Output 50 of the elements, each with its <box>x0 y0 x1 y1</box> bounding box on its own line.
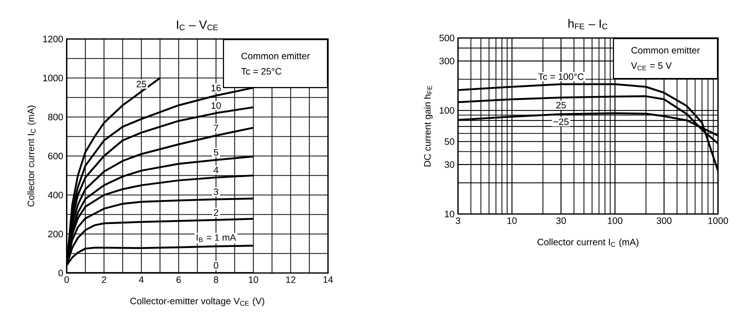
y-tick-label: 300 <box>439 58 454 64</box>
y-axis-title: Collector current I$_{C}$ (mA) <box>27 106 36 206</box>
chart-title: I$_{C}$ – V$_{CE}$ <box>176 20 218 30</box>
y-tick-label: 200 <box>48 230 63 238</box>
x-tick-label: 0 <box>64 276 69 283</box>
series-label: 7 <box>214 124 218 132</box>
series-label: 5 <box>214 149 218 156</box>
series-label: 10 <box>212 102 221 109</box>
x-axis-title: Collector-emitter voltage V$_{CE}$ (V) <box>130 297 264 306</box>
x-axis-title: Collector current I$_{C}$ (mA) <box>538 238 638 248</box>
y-tick-label: 400 <box>48 192 63 198</box>
x-tick-label: 2 <box>102 276 106 283</box>
series-label: 25 <box>136 80 146 88</box>
series-label: I$_{B}$ = 1 mA <box>196 234 236 242</box>
annotation: Tc = 25°C <box>241 68 282 75</box>
chart-title: h$_{FE}$ – I$_{C}$ <box>568 19 608 30</box>
y-tick-label: 100 <box>440 107 454 114</box>
y-tick-label: 10 <box>444 210 454 218</box>
series-label: Tc = 100°C <box>538 73 584 80</box>
x-tick-label: 1000 <box>708 217 728 224</box>
annotation: Common emitter <box>631 46 700 54</box>
y-axis-title: DC current gain h$_{FE}$ <box>424 86 433 166</box>
y-tick-label: 1000 <box>43 74 63 82</box>
x-tick-label: 4 <box>138 276 144 283</box>
x-tick-label: 14 <box>324 276 333 283</box>
y-tick-label: 0 <box>58 270 63 276</box>
x-tick-label: 10 <box>248 276 258 283</box>
annotation: V$_{CE}$ = 5 V <box>631 62 672 70</box>
y-tick-label: 50 <box>444 138 454 145</box>
y-tick-label: 1200 <box>43 36 63 42</box>
series-label: 3 <box>214 188 218 196</box>
x-tick-label: 3 <box>456 217 460 224</box>
x-tick-label: 8 <box>214 276 218 283</box>
series-label: 4 <box>214 166 218 174</box>
x-tick-label: 30 <box>556 217 566 224</box>
series-label: 16 <box>212 84 221 92</box>
y-tick-label: 30 <box>444 161 454 168</box>
x-tick-label: 6 <box>176 276 181 283</box>
x-tick-label: 300 <box>656 217 672 224</box>
series-label: 25 <box>556 102 566 108</box>
y-tick-label: 500 <box>439 34 454 42</box>
series-label: 2 <box>214 209 218 216</box>
series-label: 0 <box>214 262 218 269</box>
x-tick-label: 12 <box>286 276 296 283</box>
y-tick-label: 600 <box>48 152 63 160</box>
series-label: −25 <box>554 118 569 126</box>
y-tick-label: 800 <box>48 114 63 120</box>
x-tick-label: 10 <box>507 217 517 224</box>
x-tick-label: 100 <box>608 217 622 224</box>
annotation: Common emitter <box>241 52 310 60</box>
